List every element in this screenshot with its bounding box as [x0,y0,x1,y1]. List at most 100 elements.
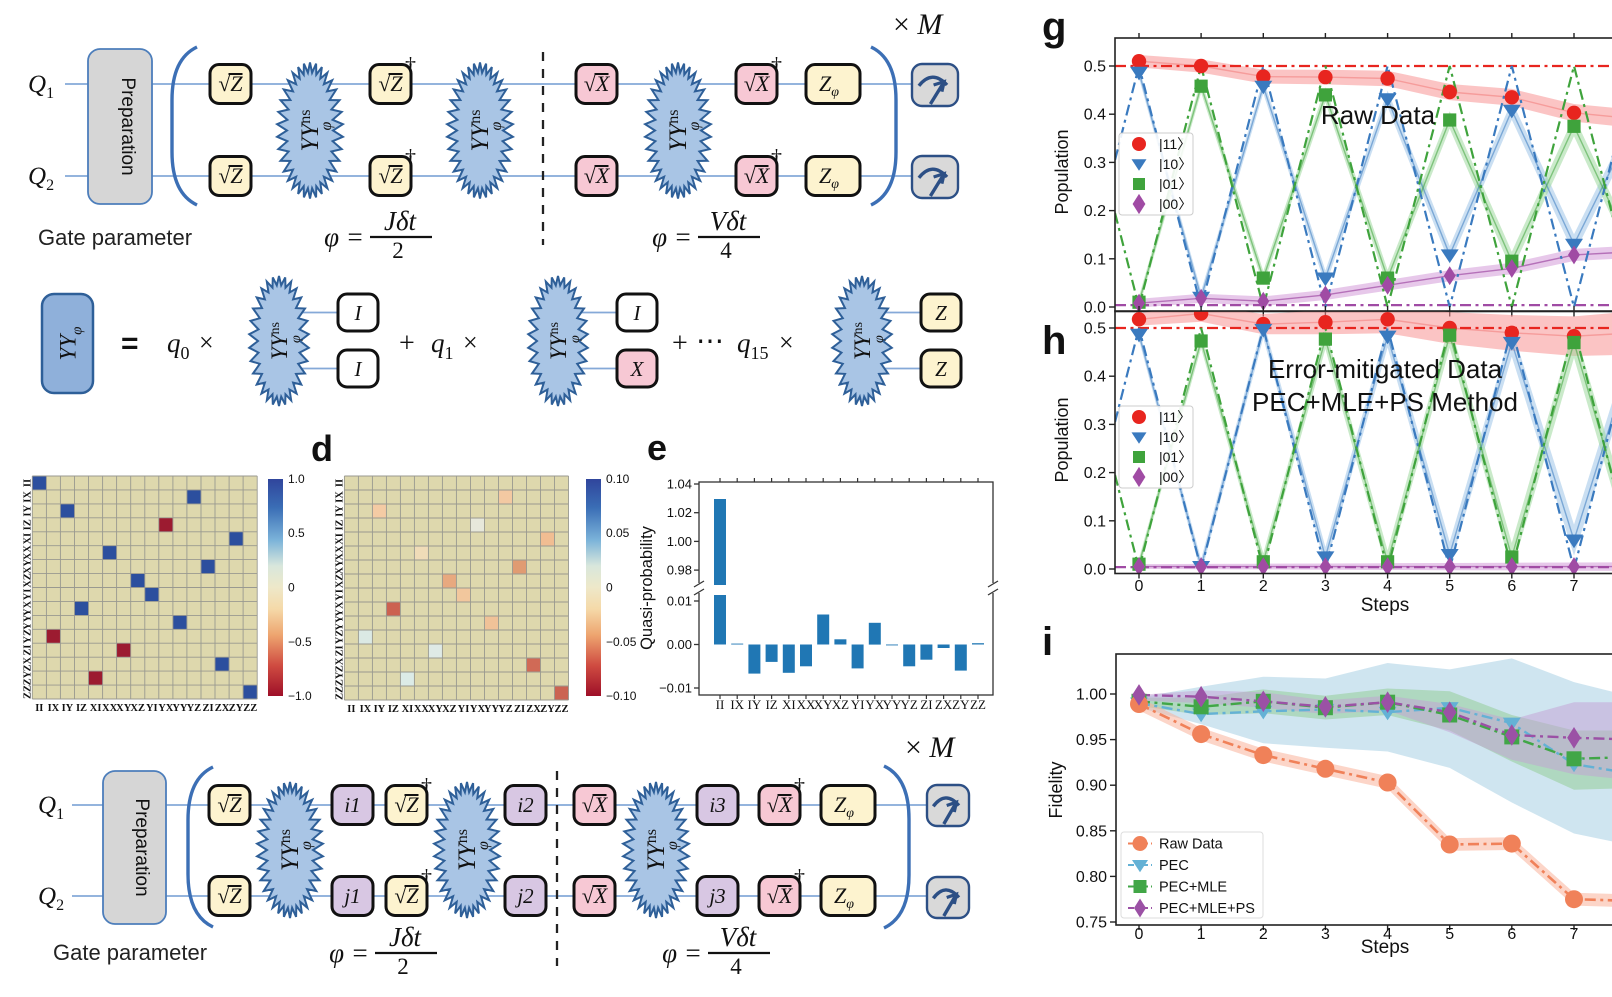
svg-text:1.00: 1.00 [1076,687,1107,704]
svg-text:√Z: √Z [394,883,419,908]
svg-text:j2: j2 [514,884,534,908]
svg-text:i2: i2 [517,793,534,817]
svg-text:IZ: IZ [22,519,33,530]
svg-text:4: 4 [720,238,732,263]
svg-text:IX: IX [22,491,33,503]
svg-text:YZ: YZ [901,697,918,712]
svg-text:IX: IX [48,703,60,714]
svg-text:4: 4 [730,954,742,979]
svg-text:0.80: 0.80 [1076,869,1107,886]
svg-text:†: † [405,53,416,78]
svg-text:YI: YI [334,589,345,601]
svg-text:|01〉: |01〉 [1159,176,1192,192]
svg-text:IZ: IZ [765,697,777,712]
svg-text:XY: XY [116,703,132,714]
svg-text:|00〉: |00〉 [1159,469,1192,485]
svg-text:⋯: ⋯ [696,326,724,357]
svg-text:XX: XX [797,697,816,712]
svg-text:XY: XY [428,704,444,715]
svg-text:−0.05: −0.05 [606,635,637,649]
svg-text:√Z: √Z [378,163,403,188]
svg-text:√Z: √Z [217,883,242,908]
svg-text:√Z: √Z [218,163,243,188]
svg-text:XI: XI [334,533,345,545]
svg-text:0.4: 0.4 [1084,369,1106,386]
svg-text:0.75: 0.75 [1076,915,1107,932]
svg-text:√X: √X [744,163,771,188]
svg-text:XX: XX [334,545,345,561]
svg-text:0: 0 [1135,578,1144,595]
svg-text:√X: √X [767,883,794,908]
svg-text:IY: IY [62,703,74,714]
svg-text:I: I [633,301,642,325]
svg-text:|11〉: |11〉 [1159,136,1191,152]
svg-text:XI: XI [402,704,414,715]
svg-text:II: II [347,704,355,715]
svg-text:YZ: YZ [22,629,33,644]
svg-text:YX: YX [334,601,345,617]
svg-text:PEC+MLE+PS: PEC+MLE+PS [1159,901,1255,917]
svg-text:XZ: XZ [832,697,849,712]
svg-text:5: 5 [1445,926,1454,943]
svg-text:YZ: YZ [334,630,345,645]
svg-text:6: 6 [1507,578,1516,595]
svg-text:PEC+MLE+PS Method: PEC+MLE+PS Method [1252,387,1518,417]
svg-text:|01〉: |01〉 [1159,449,1192,465]
svg-text:XZ: XZ [22,573,33,588]
svg-text:× M: × M [905,731,956,764]
svg-text:X: X [630,357,645,381]
svg-text:ZY: ZY [540,704,555,715]
svg-text:0: 0 [606,581,613,595]
svg-text:Vδt: Vδt [720,922,758,952]
svg-text:+: + [399,328,415,359]
svg-text:Fidelity: Fidelity [1046,761,1066,818]
svg-text:Q2: Q2 [28,163,54,194]
svg-text:3: 3 [1321,926,1330,943]
svg-text:IZ: IZ [334,519,345,530]
svg-text:IY: IY [334,505,345,517]
svg-text:ZZ: ZZ [970,697,986,712]
svg-text:IZ: IZ [388,704,399,715]
svg-text:−1.0: −1.0 [288,689,312,703]
svg-text:0.5: 0.5 [1084,59,1106,76]
svg-text:Steps: Steps [1361,595,1410,616]
svg-text:XX: XX [414,704,430,715]
svg-text:−0.10: −0.10 [606,689,637,703]
svg-text:×: × [463,328,478,357]
svg-text:IX: IX [334,491,345,503]
svg-text:0.00: 0.00 [667,637,692,652]
svg-text:YZ: YZ [187,703,202,714]
svg-text:φ =: φ = [324,222,364,252]
svg-text:0.2: 0.2 [1084,203,1106,220]
svg-text:YZ: YZ [498,704,513,715]
svg-text:II: II [334,479,345,487]
svg-text:ZI: ZI [202,703,213,714]
svg-text:0.1: 0.1 [1084,251,1106,268]
svg-text:Population: Population [1052,397,1072,482]
svg-text:†: † [771,53,782,78]
svg-text:Quasi-probability: Quasi-probability [638,525,656,650]
svg-text:ZI: ZI [22,645,33,656]
svg-text:YX: YX [22,600,33,616]
svg-text:j1: j1 [341,884,360,908]
svg-text:e: e [647,427,667,468]
svg-text:0.3: 0.3 [1084,417,1106,434]
svg-text:0.95: 0.95 [1076,732,1107,749]
svg-text:Vδt: Vδt [710,206,748,236]
svg-text:√X: √X [582,883,609,908]
svg-text:ZY: ZY [22,670,33,685]
svg-text:h: h [1042,319,1066,363]
svg-text:0.05: 0.05 [606,526,630,540]
svg-text:XY: XY [814,697,833,712]
svg-text:−0.01: −0.01 [659,681,692,696]
svg-text:0.2: 0.2 [1084,465,1106,482]
svg-text:√X: √X [744,71,771,96]
svg-text:ZX: ZX [22,656,33,671]
svg-text:†: † [794,865,805,890]
svg-text:0.01: 0.01 [667,594,692,609]
svg-text:ZY: ZY [952,697,970,712]
svg-text:√Z: √Z [394,792,419,817]
svg-text:IX: IX [730,697,744,712]
svg-text:5: 5 [1445,578,1454,595]
svg-text:I: I [354,301,363,325]
